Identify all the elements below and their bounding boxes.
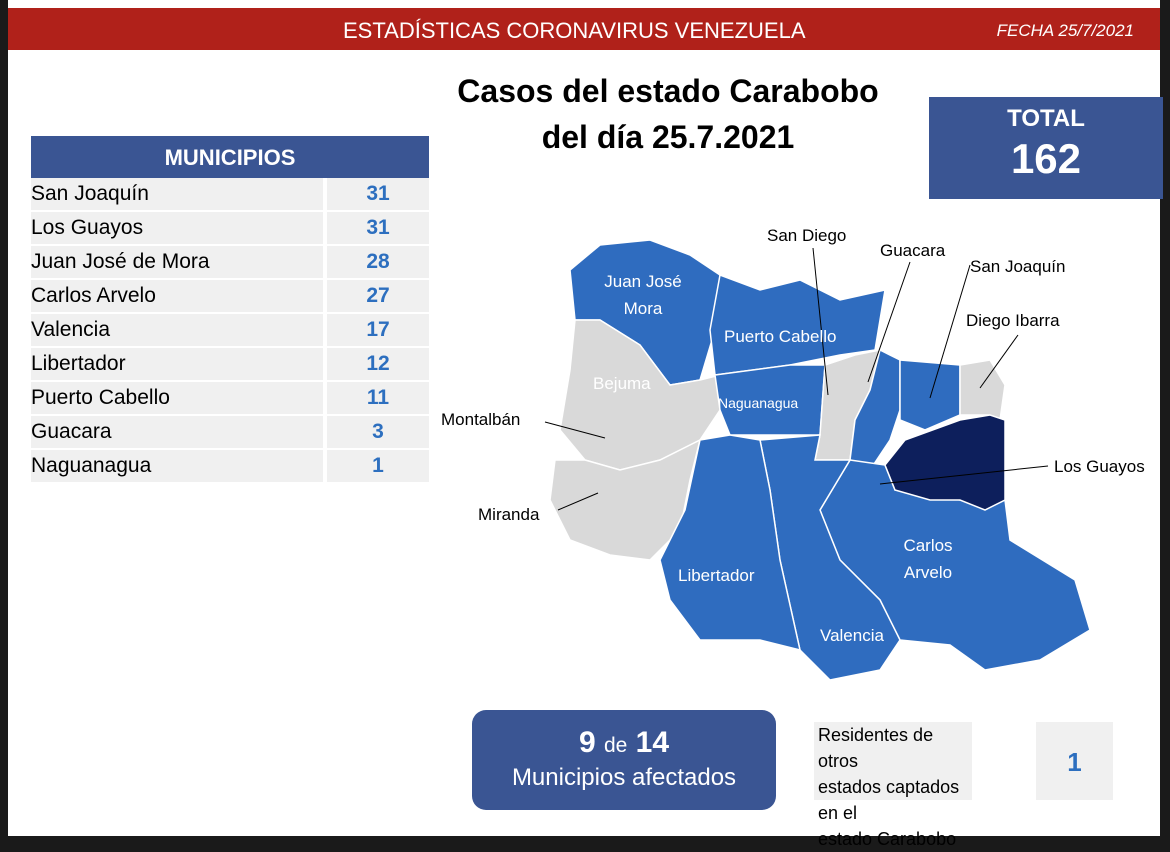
- total-box: TOTAL 162: [929, 97, 1163, 199]
- region-diego-ibarra: [959, 359, 1006, 422]
- region-montalban-miranda: [549, 438, 702, 561]
- region-san-joaquin: [899, 359, 961, 431]
- municipio-count: 3: [327, 416, 429, 450]
- infographic: ESTADÍSTICAS CORONAVIRUS VENEZUELA FECHA…: [8, 0, 1163, 849]
- municipio-name: Guacara: [31, 416, 323, 450]
- region-libertador: [659, 434, 801, 652]
- map-label-san-diego: San Diego: [767, 226, 847, 245]
- table-row: San Joaquín 31: [31, 178, 429, 212]
- table-row: Puerto Cabello 11: [31, 382, 429, 416]
- municipio-count: 11: [327, 382, 429, 416]
- map-label-carlos-arvelo: Carlos Arvelo: [903, 536, 953, 582]
- map-label-puerto-cabello: Puerto Cabello: [724, 327, 837, 346]
- table-row: Valencia 17: [31, 314, 429, 348]
- table-row: Los Guayos 31: [31, 212, 429, 246]
- title-line2: del día 25.7.2021: [541, 119, 795, 155]
- municipio-name: Libertador: [31, 348, 323, 382]
- municipio-count: 17: [327, 314, 429, 348]
- affected-count: 9: [578, 726, 596, 759]
- municipio-name: San Joaquín: [31, 178, 323, 212]
- municipio-name: Valencia: [31, 314, 323, 348]
- affected-total: 14: [635, 726, 670, 759]
- table-row: Naguanagua 1: [31, 450, 429, 484]
- region-los-guayos: [884, 414, 1006, 511]
- affected-label: Municipios afectados: [511, 764, 737, 791]
- total-value: 162: [1010, 135, 1082, 182]
- table-row: Carlos Arvelo 27: [31, 280, 429, 314]
- table-row: Libertador 12: [31, 348, 429, 382]
- page-title: Casos del estado Carabobo del día 25.7.2…: [388, 68, 948, 160]
- municipio-count: 31: [327, 212, 429, 246]
- map-label-miranda: Miranda: [478, 505, 540, 524]
- leader-lines: [544, 247, 1049, 511]
- municipio-name: Carlos Arvelo: [31, 280, 323, 314]
- title-line1: Casos del estado Carabobo: [457, 73, 879, 109]
- municipio-name: Puerto Cabello: [31, 382, 323, 416]
- table-row: Juan José de Mora 28: [31, 246, 429, 280]
- table-row: Guacara 3: [31, 416, 429, 450]
- map-label-libertador: Libertador: [678, 566, 755, 585]
- map-label-diego-ibarra: Diego Ibarra: [966, 311, 1060, 330]
- municipio-count: 31: [327, 178, 429, 212]
- map-label-guacara: Guacara: [880, 241, 946, 260]
- municipio-name: Juan José de Mora: [31, 246, 323, 280]
- residents-label: Residentes de otros estados captados en e…: [814, 722, 972, 849]
- map-label-montalban: Montalbán: [441, 410, 521, 429]
- municipio-count: 12: [327, 348, 429, 382]
- carabobo-map: [544, 239, 1091, 681]
- affected-of: de: [603, 734, 628, 757]
- region-puerto-cabello: [709, 273, 886, 376]
- municipio-count: 1: [327, 450, 429, 484]
- table-header: MUNICIPIOS: [31, 136, 429, 178]
- total-label: TOTAL: [1007, 105, 1085, 132]
- map-label-valencia: Valencia: [820, 626, 884, 645]
- map-label-naguanagua: Naguanagua: [718, 395, 799, 411]
- map-label-los-guayos: Los Guayos: [1054, 457, 1145, 476]
- region-bejuma: [559, 319, 721, 471]
- map-label-san-joaquin: San Joaquín: [970, 257, 1066, 276]
- header-date: FECHA 25/7/2021: [996, 21, 1134, 40]
- map-label-bejuma: Bejuma: [593, 374, 651, 393]
- municipio-count: 27: [327, 280, 429, 314]
- map-label-juan-jose-mora: Juan José Mora: [604, 272, 682, 318]
- municipio-name: Naguanagua: [31, 450, 323, 484]
- residents-value: 1: [1036, 722, 1113, 800]
- header-bar: ESTADÍSTICAS CORONAVIRUS VENEZUELA FECHA…: [8, 8, 1160, 50]
- municipio-count: 28: [327, 246, 429, 280]
- municipio-name: Los Guayos: [31, 212, 323, 246]
- municipios-table: MUNICIPIOS San Joaquín 31 Los Guayos 31 Juan…: [31, 136, 429, 484]
- header-title: ESTADÍSTICAS CORONAVIRUS VENEZUELA: [343, 18, 806, 43]
- affected-municipalities-box: 9 de 14 Municipios afectados: [472, 710, 776, 810]
